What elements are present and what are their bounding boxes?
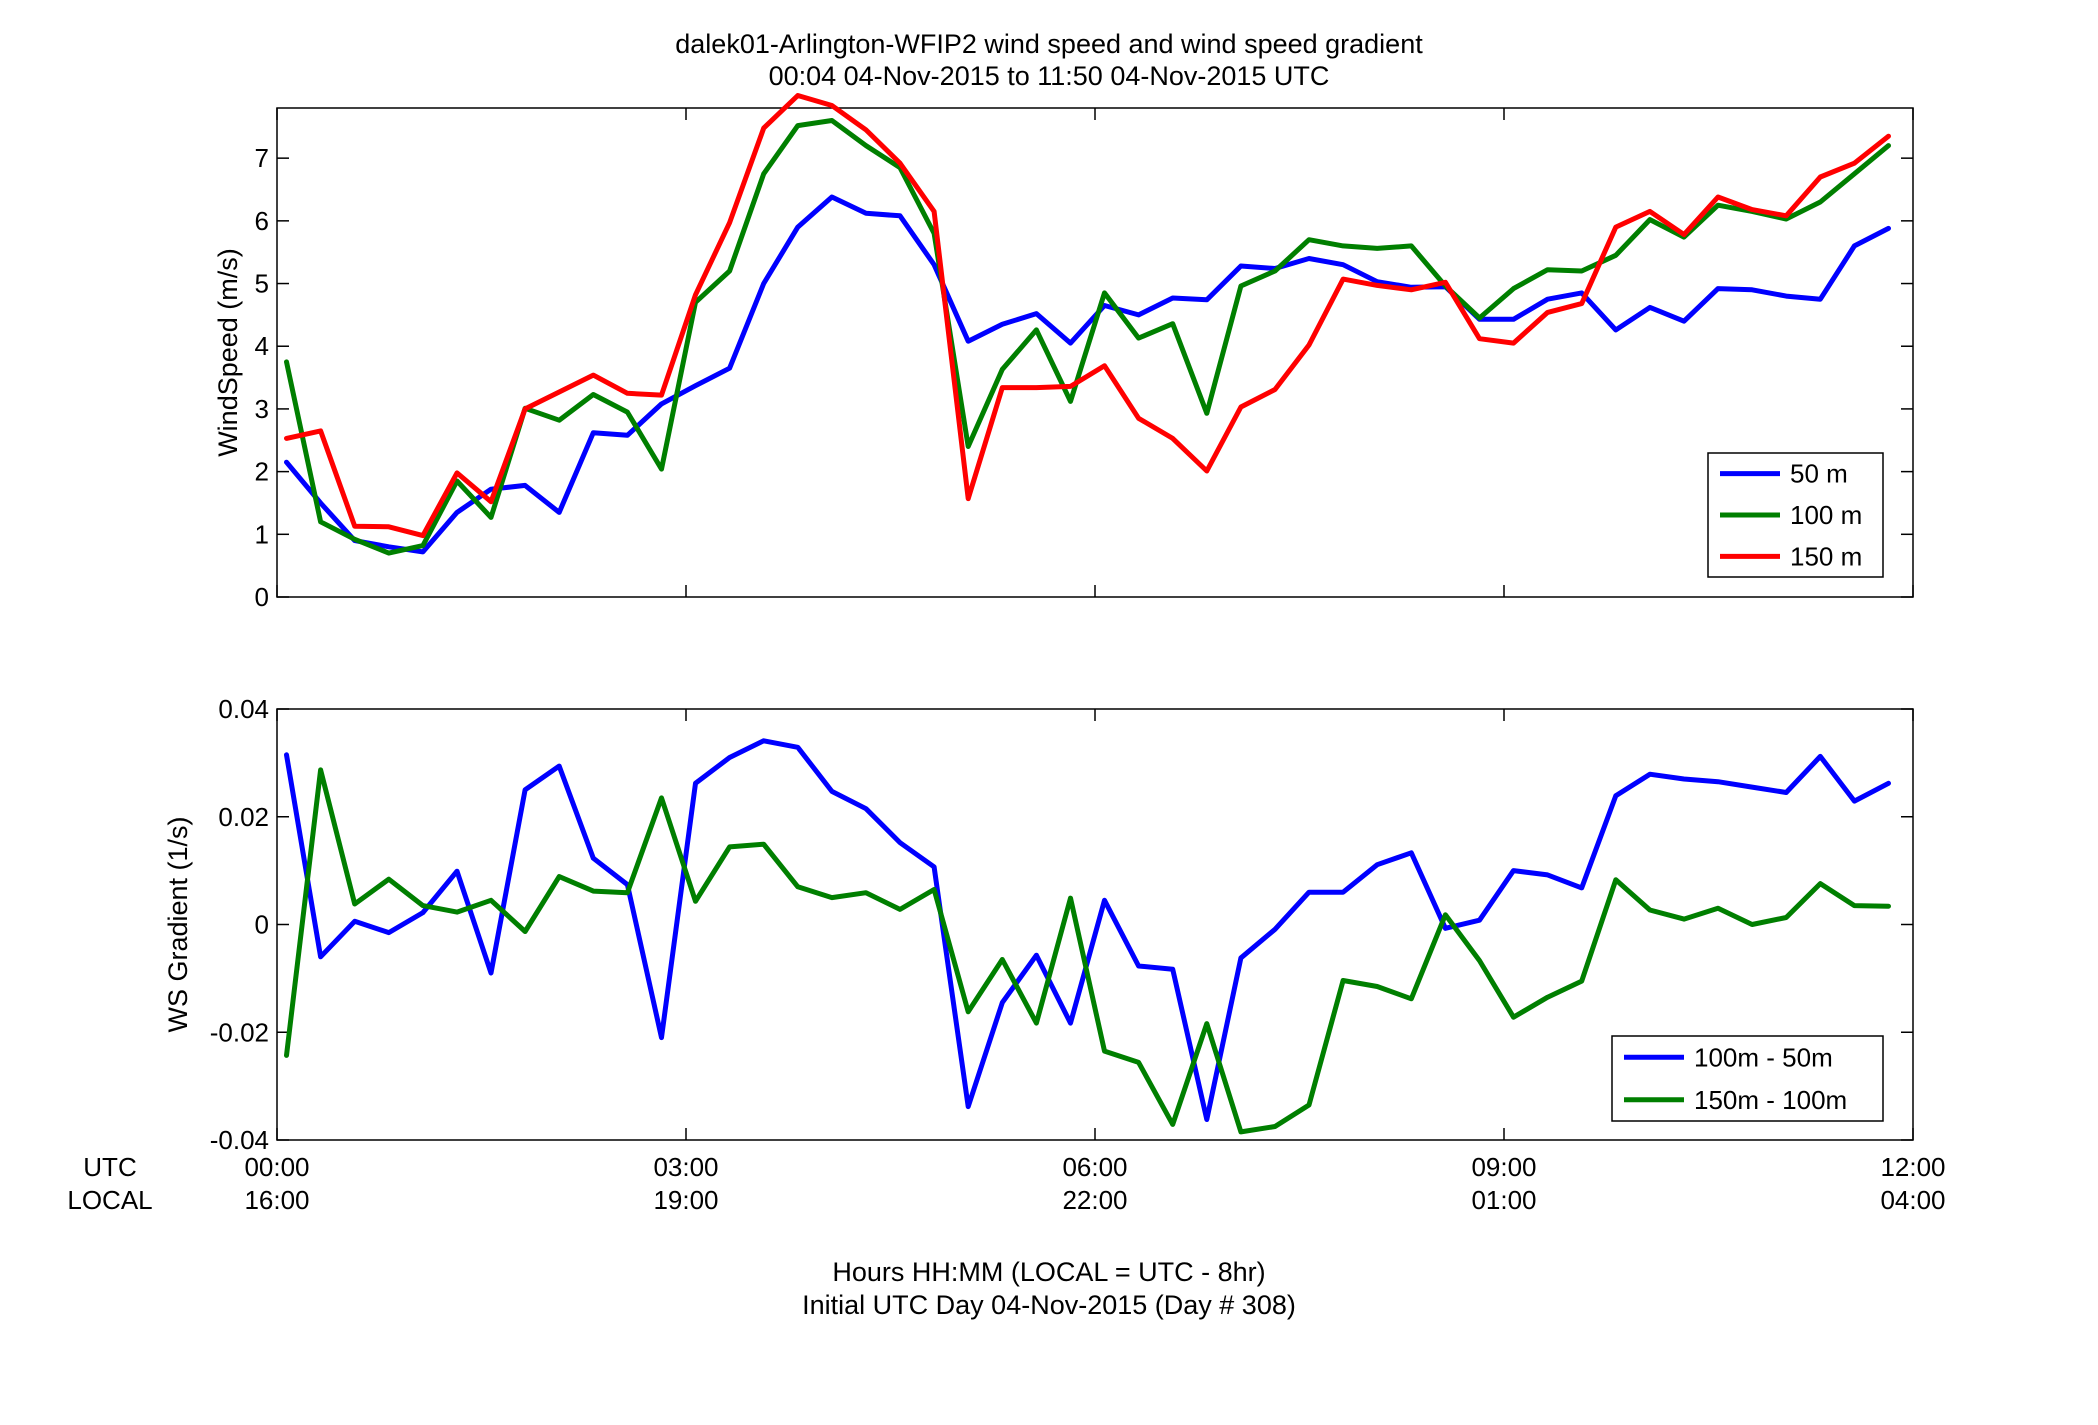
legend-label: 50 m xyxy=(1790,459,1848,489)
legend-label: 100 m xyxy=(1790,500,1862,530)
footer-hours-note: Hours HH:MM (LOCAL = UTC - 8hr) xyxy=(832,1257,1266,1287)
x-tick-label-local: 01:00 xyxy=(1471,1185,1536,1215)
y-tick-label: 0 xyxy=(255,910,269,940)
x-tick-label-local: 04:00 xyxy=(1880,1185,1945,1215)
utc-row-label: UTC xyxy=(83,1152,136,1182)
x-tick-label-utc: 12:00 xyxy=(1880,1152,1945,1182)
y-axis-label: WindSpeed (m/s) xyxy=(213,248,243,457)
x-tick-label-utc: 09:00 xyxy=(1471,1152,1536,1182)
legend-label: 150m - 100m xyxy=(1694,1085,1847,1115)
local-row-label: LOCAL xyxy=(67,1185,152,1215)
legend-label: 100m - 50m xyxy=(1694,1042,1833,1072)
y-tick-label: -0.02 xyxy=(210,1017,269,1047)
series-line-150m-100m xyxy=(284,767,1891,1135)
x-tick-label-local: 16:00 xyxy=(244,1185,309,1215)
series-line-100m xyxy=(284,118,1891,556)
y-tick-label: 5 xyxy=(255,269,269,299)
y-tick-label: 6 xyxy=(255,206,269,236)
series-line-150m xyxy=(284,93,1891,539)
chart-title: dalek01-Arlington-WFIP2 wind speed and w… xyxy=(675,29,1423,59)
series-line-100m-50m xyxy=(284,738,1891,1122)
y-tick-label: 0.02 xyxy=(218,802,269,832)
x-tick-label-utc: 00:00 xyxy=(244,1152,309,1182)
x-tick-label-utc: 06:00 xyxy=(1062,1152,1127,1182)
legend-label: 150 m xyxy=(1790,541,1862,571)
plot-frame-1 xyxy=(276,107,1914,598)
legend-box xyxy=(1611,1035,1884,1122)
y-tick-label: 0.04 xyxy=(218,694,269,724)
y-tick-label: 1 xyxy=(255,519,269,549)
y-axis-label: WS Gradient (1/s) xyxy=(163,816,193,1032)
x-tick-label-local: 22:00 xyxy=(1062,1185,1127,1215)
x-tick-label-utc: 03:00 xyxy=(653,1152,718,1182)
y-tick-label: 4 xyxy=(255,331,269,361)
y-tick-label: 0 xyxy=(255,582,269,612)
y-tick-label: -0.04 xyxy=(210,1125,269,1155)
series-line-50m xyxy=(284,194,1891,555)
chart-subtitle: 00:04 04-Nov-2015 to 11:50 04-Nov-2015 U… xyxy=(768,61,1330,91)
y-tick-label: 3 xyxy=(255,394,269,424)
y-tick-label: 7 xyxy=(255,143,269,173)
y-tick-label: 2 xyxy=(255,457,269,487)
footer-initial-day: Initial UTC Day 04-Nov-2015 (Day # 308) xyxy=(802,1290,1296,1320)
x-tick-label-local: 19:00 xyxy=(653,1185,718,1215)
